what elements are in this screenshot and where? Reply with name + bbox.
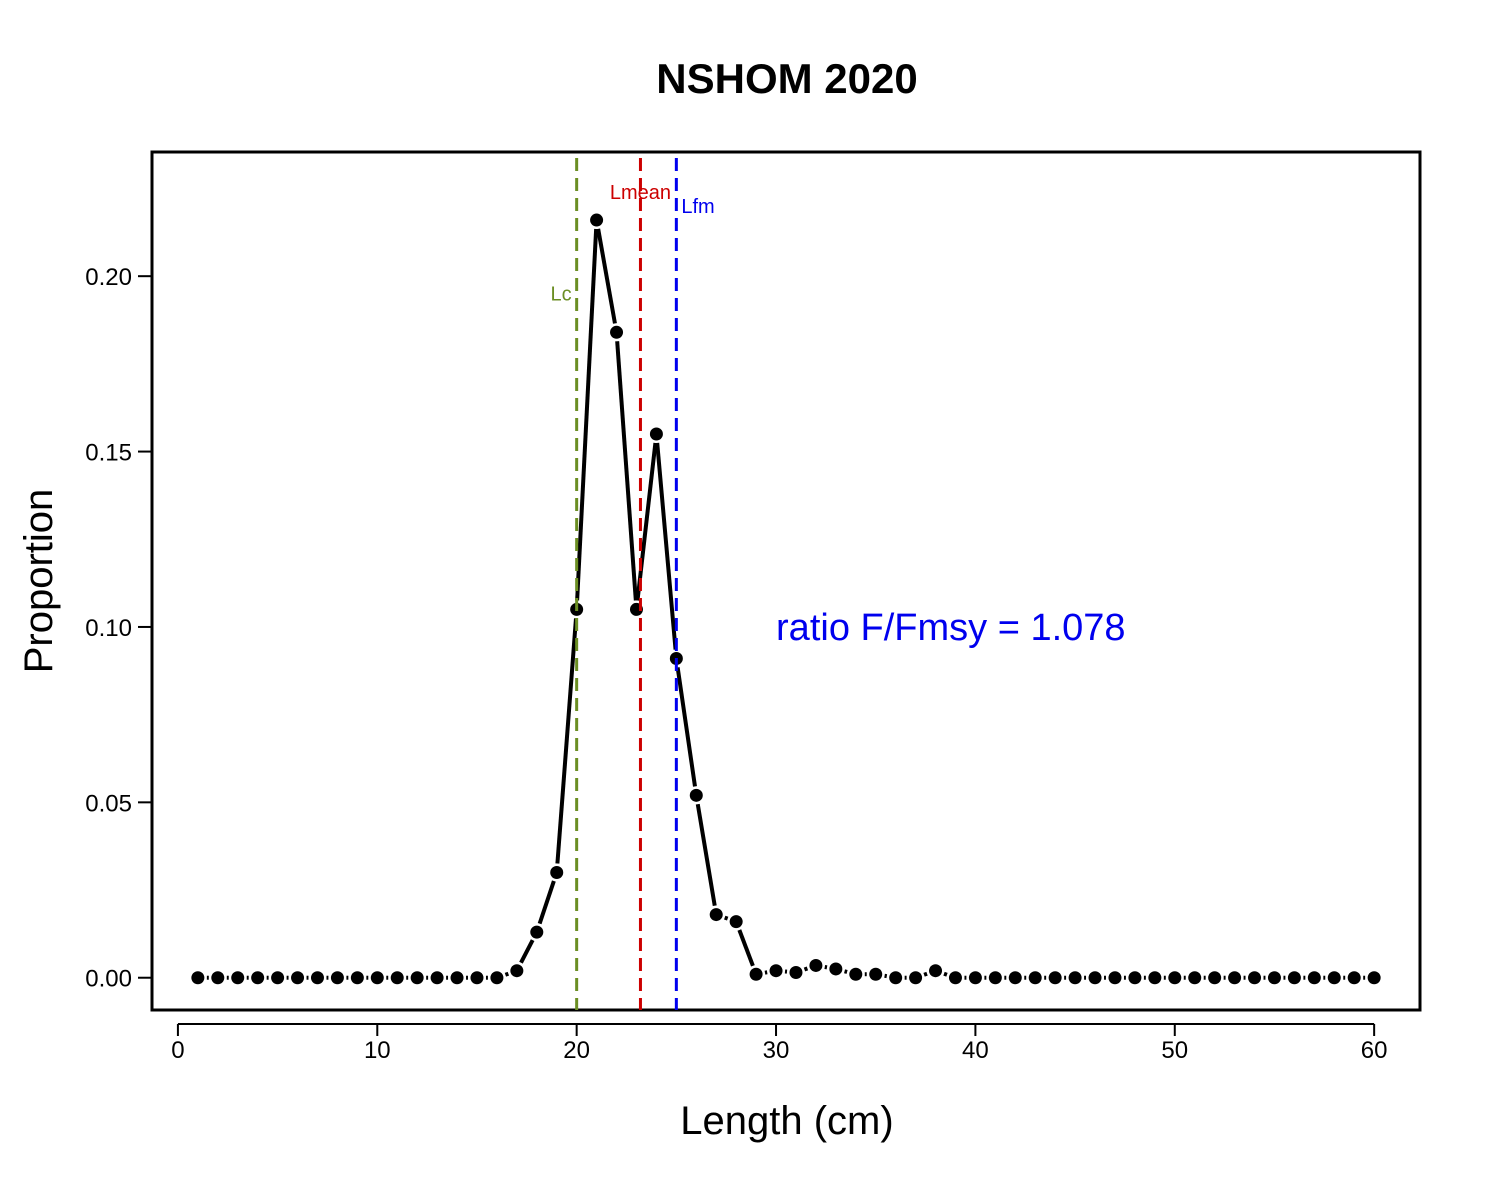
- data-point: [1367, 971, 1381, 985]
- data-point: [1148, 971, 1162, 985]
- data-point: [450, 971, 464, 985]
- ratio-annotation: ratio F/Fmsy = 1.078: [776, 607, 1126, 649]
- data-point: [1108, 971, 1122, 985]
- data-point: [709, 908, 723, 922]
- data-point: [929, 964, 943, 978]
- data-point: [909, 971, 923, 985]
- series-line-segment: [615, 341, 638, 601]
- x-tick-label: 50: [1161, 1037, 1188, 1064]
- data-point: [729, 915, 743, 929]
- data-point: [1248, 971, 1262, 985]
- x-tick-label: 0: [171, 1037, 184, 1064]
- data-point: [769, 964, 783, 978]
- series-line-segment: [504, 971, 510, 977]
- series-line-segment: [803, 966, 809, 972]
- data-point: [1347, 971, 1361, 985]
- data-point: [490, 971, 504, 985]
- data-point: [849, 967, 863, 981]
- series-line-segment: [655, 442, 678, 650]
- data-point: [410, 971, 424, 985]
- series-line-segment: [695, 803, 717, 907]
- data-point: [251, 971, 265, 985]
- ref-label-lfm: Lfm: [681, 196, 714, 218]
- series-line-segment: [943, 971, 948, 977]
- data-point: [211, 971, 225, 985]
- y-tick-label: 0.20: [85, 264, 132, 291]
- data-point: [370, 971, 384, 985]
- data-point: [1168, 971, 1182, 985]
- series-line-segment: [724, 915, 729, 921]
- data-point: [749, 967, 763, 981]
- data-point: [430, 971, 444, 985]
- data-point: [330, 971, 344, 985]
- series-line-segment: [575, 228, 599, 601]
- data-point: [1128, 971, 1142, 985]
- chart-title: NSHOM 2020: [656, 55, 917, 102]
- y-tick-label: 0.00: [85, 966, 132, 993]
- ref-label-lmean: Lmean: [610, 182, 671, 204]
- series-line-segment: [844, 969, 848, 974]
- data-point: [510, 964, 524, 978]
- series-line-segment: [675, 667, 697, 787]
- data-point: [310, 971, 324, 985]
- series-line-segment: [555, 618, 578, 864]
- data-point: [1188, 971, 1202, 985]
- data-point: [649, 427, 663, 441]
- data-point: [1048, 971, 1062, 985]
- y-tick-label: 0.10: [85, 615, 132, 642]
- data-point: [470, 971, 484, 985]
- data-point: [291, 971, 305, 985]
- data-point: [889, 971, 903, 985]
- data-point: [390, 971, 404, 985]
- y-axis-label: Proportion: [17, 489, 61, 674]
- data-point: [1287, 971, 1301, 985]
- data-point: [1028, 971, 1042, 985]
- data-point: [968, 971, 982, 985]
- series-line-segment: [537, 880, 556, 925]
- y-tick-label: 0.05: [85, 790, 132, 817]
- data-point: [1208, 971, 1222, 985]
- plot-frame: [150, 150, 1422, 1012]
- data-point: [1068, 971, 1082, 985]
- data-point: [829, 962, 843, 976]
- data-point: [809, 958, 823, 972]
- x-tick-label: 40: [962, 1037, 989, 1064]
- data-point: [689, 788, 703, 802]
- data-point: [191, 971, 205, 985]
- x-tick-label: 60: [1361, 1037, 1388, 1064]
- data-point: [530, 925, 544, 939]
- data-point: [1307, 971, 1321, 985]
- data-point: [988, 971, 1002, 985]
- data-point: [1008, 971, 1022, 985]
- data-point: [789, 965, 803, 979]
- data-point: [869, 967, 883, 981]
- data-point: [350, 971, 364, 985]
- y-tick-label: 0.15: [85, 440, 132, 467]
- series-line-segment: [737, 929, 755, 967]
- x-tick-label: 10: [364, 1037, 391, 1064]
- series-line-segment: [635, 442, 658, 601]
- data-point: [231, 971, 245, 985]
- series-line-segment: [519, 939, 535, 964]
- data-point: [1267, 971, 1281, 985]
- series-line-segment: [923, 971, 928, 977]
- x-tick-label: 30: [763, 1037, 790, 1064]
- data-point: [1327, 971, 1341, 985]
- x-tick-label: 20: [563, 1037, 590, 1064]
- data-point: [1088, 971, 1102, 985]
- data-point: [610, 325, 624, 339]
- data-point: [590, 213, 604, 227]
- plot-area: 0 10 20 30 40 50 60 0.00 0.05 0.10 0.15 0.20 Lc Lmean…: [85, 150, 1422, 1064]
- x-axis-label: Length (cm): [680, 1099, 893, 1143]
- series-line-segment: [596, 228, 617, 324]
- data-point: [948, 971, 962, 985]
- ref-label-lc: Lc: [551, 284, 572, 306]
- data-point: [271, 971, 285, 985]
- data-point: [1228, 971, 1242, 985]
- data-point: [550, 865, 564, 879]
